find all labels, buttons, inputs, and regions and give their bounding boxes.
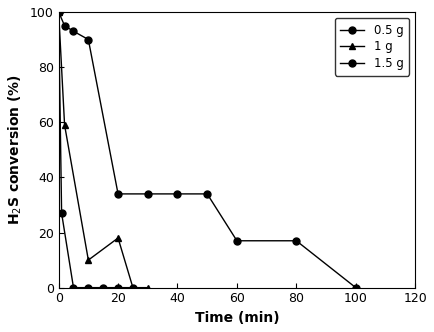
1.5 g (145, 192, 150, 196)
1.5 g (71, 29, 76, 33)
0.5 g (56, 10, 61, 14)
1.5 g (115, 192, 121, 196)
0.5 g (71, 286, 76, 290)
Legend: 0.5 g, 1 g, 1.5 g: 0.5 g, 1 g, 1.5 g (335, 18, 409, 76)
1.5 g (204, 192, 210, 196)
1.5 g (353, 286, 358, 290)
1.5 g (294, 239, 299, 243)
0.5 g (130, 286, 135, 290)
1.5 g (56, 10, 61, 14)
Line: 1 g: 1 g (55, 9, 151, 291)
1.5 g (86, 38, 91, 42)
Y-axis label: H$_{2}$S conversion (%): H$_{2}$S conversion (%) (7, 74, 24, 225)
Line: 0.5 g: 0.5 g (55, 9, 136, 291)
1 g (56, 10, 61, 14)
0.5 g (101, 286, 106, 290)
1 g (115, 236, 121, 240)
1 g (86, 258, 91, 262)
1.5 g (234, 239, 240, 243)
1.5 g (175, 192, 180, 196)
Line: 1.5 g: 1.5 g (55, 9, 359, 291)
1 g (62, 123, 67, 127)
1 g (145, 286, 150, 290)
1.5 g (62, 24, 67, 28)
1 g (130, 286, 135, 290)
X-axis label: Time (min): Time (min) (194, 311, 279, 325)
0.5 g (115, 286, 121, 290)
0.5 g (86, 286, 91, 290)
0.5 g (59, 211, 64, 215)
